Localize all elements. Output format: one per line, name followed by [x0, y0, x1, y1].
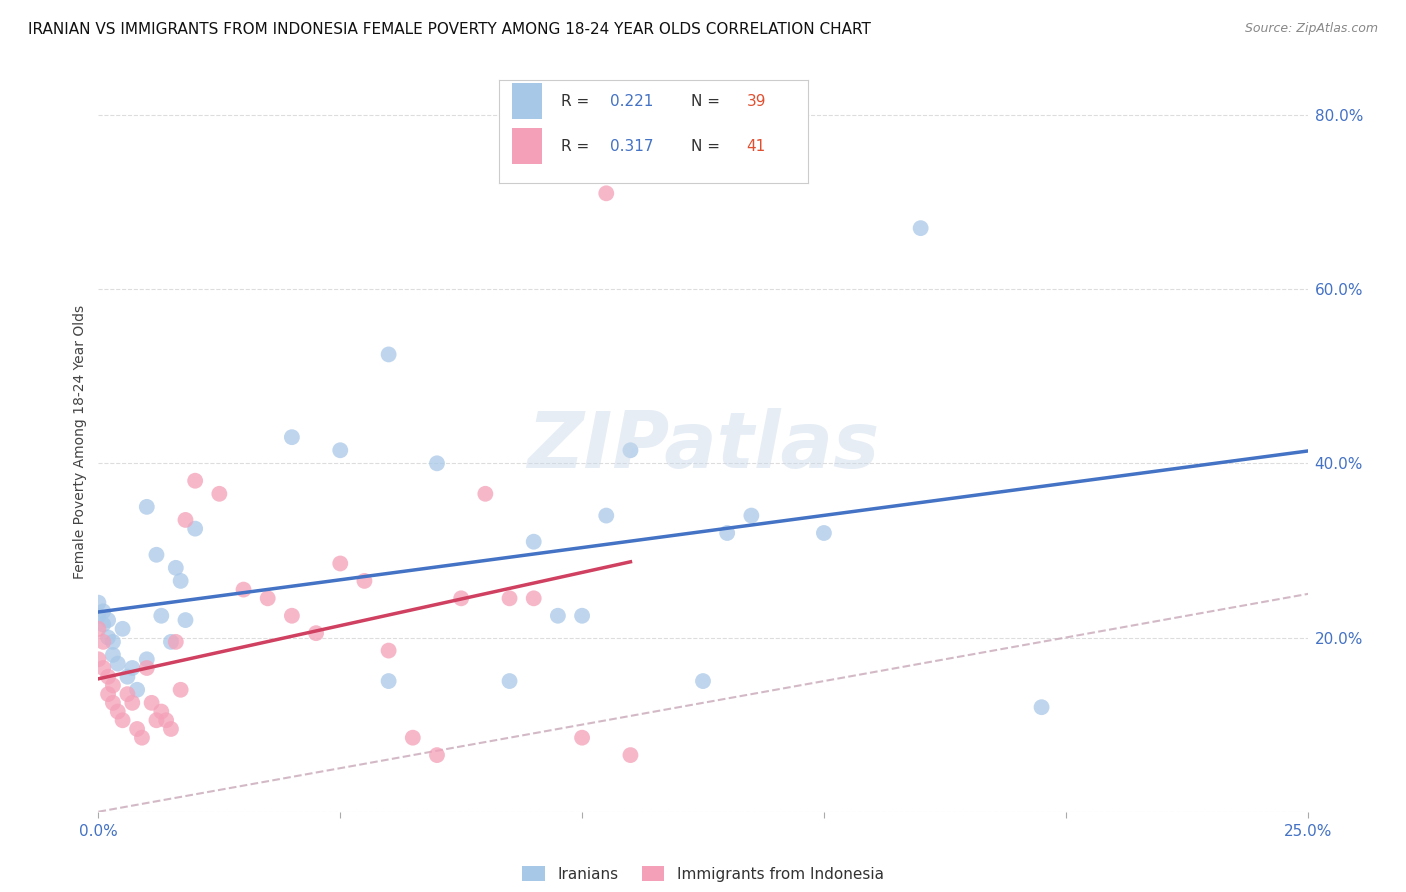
Point: [127, 722, 149, 736]
Text: 41: 41: [747, 139, 766, 154]
Point: [135, 661, 157, 675]
Point: [595, 508, 617, 523]
Text: R =: R =: [561, 139, 595, 154]
Point: [353, 574, 375, 588]
Point: [184, 474, 207, 488]
Point: [165, 635, 187, 649]
Legend: Iranians, Immigrants from Indonesia: Iranians, Immigrants from Indonesia: [515, 858, 891, 889]
Point: [101, 648, 124, 662]
Point: [97, 687, 120, 701]
Point: [91, 617, 114, 632]
Point: [91, 635, 114, 649]
Point: [571, 731, 593, 745]
Point: [107, 657, 129, 671]
Point: [450, 591, 472, 606]
Point: [169, 682, 191, 697]
Point: [174, 513, 197, 527]
Point: [87, 596, 110, 610]
Point: [1031, 700, 1053, 714]
Point: [329, 557, 352, 571]
Point: [377, 674, 399, 689]
Point: [208, 487, 231, 501]
Point: [426, 748, 449, 763]
Point: [740, 508, 762, 523]
Point: [91, 604, 114, 618]
Point: [145, 548, 167, 562]
Point: [111, 713, 134, 727]
Point: [97, 613, 120, 627]
Point: [716, 526, 738, 541]
Text: Source: ZipAtlas.com: Source: ZipAtlas.com: [1244, 22, 1378, 36]
Bar: [512, 83, 543, 120]
Point: [101, 635, 124, 649]
Point: [165, 561, 187, 575]
Point: [160, 722, 183, 736]
Point: [184, 522, 207, 536]
Point: [91, 661, 114, 675]
Text: ZIPatlas: ZIPatlas: [527, 408, 879, 484]
Point: [127, 682, 149, 697]
Point: [692, 674, 714, 689]
Point: [87, 622, 110, 636]
Point: [169, 574, 191, 588]
Point: [141, 696, 163, 710]
Point: [101, 696, 124, 710]
Point: [150, 608, 173, 623]
Point: [174, 613, 197, 627]
Point: [101, 678, 124, 692]
Point: [281, 430, 304, 444]
Text: R =: R =: [561, 94, 595, 109]
Text: 39: 39: [747, 94, 766, 109]
Point: [117, 670, 139, 684]
Point: [910, 221, 932, 235]
Point: [595, 186, 617, 201]
Point: [813, 526, 835, 541]
Point: [256, 591, 278, 606]
Point: [426, 456, 449, 470]
Point: [523, 591, 546, 606]
Point: [232, 582, 254, 597]
Point: [498, 591, 520, 606]
Point: [523, 534, 546, 549]
Point: [498, 674, 520, 689]
Point: [571, 608, 593, 623]
Point: [619, 748, 641, 763]
Text: 0.317: 0.317: [610, 139, 654, 154]
Point: [107, 705, 129, 719]
Point: [160, 635, 183, 649]
Point: [150, 705, 173, 719]
Point: [305, 626, 328, 640]
Point: [121, 661, 143, 675]
Text: 0.221: 0.221: [610, 94, 654, 109]
Point: [135, 500, 157, 514]
Point: [111, 622, 134, 636]
Point: [97, 631, 120, 645]
Point: [87, 608, 110, 623]
Y-axis label: Female Poverty Among 18-24 Year Olds: Female Poverty Among 18-24 Year Olds: [73, 304, 87, 579]
Point: [131, 731, 153, 745]
Point: [97, 670, 120, 684]
Point: [145, 713, 167, 727]
Point: [377, 643, 399, 657]
Text: N =: N =: [690, 94, 724, 109]
Point: [87, 652, 110, 666]
Text: IRANIAN VS IMMIGRANTS FROM INDONESIA FEMALE POVERTY AMONG 18-24 YEAR OLDS CORREL: IRANIAN VS IMMIGRANTS FROM INDONESIA FEM…: [28, 22, 870, 37]
Point: [619, 443, 641, 458]
Point: [377, 347, 399, 361]
Point: [547, 608, 569, 623]
Point: [117, 687, 139, 701]
Text: N =: N =: [690, 139, 724, 154]
Point: [281, 608, 304, 623]
Bar: [512, 128, 543, 164]
Point: [121, 696, 143, 710]
Point: [329, 443, 352, 458]
Point: [155, 713, 177, 727]
Point: [474, 487, 496, 501]
Point: [402, 731, 425, 745]
Point: [135, 652, 157, 666]
